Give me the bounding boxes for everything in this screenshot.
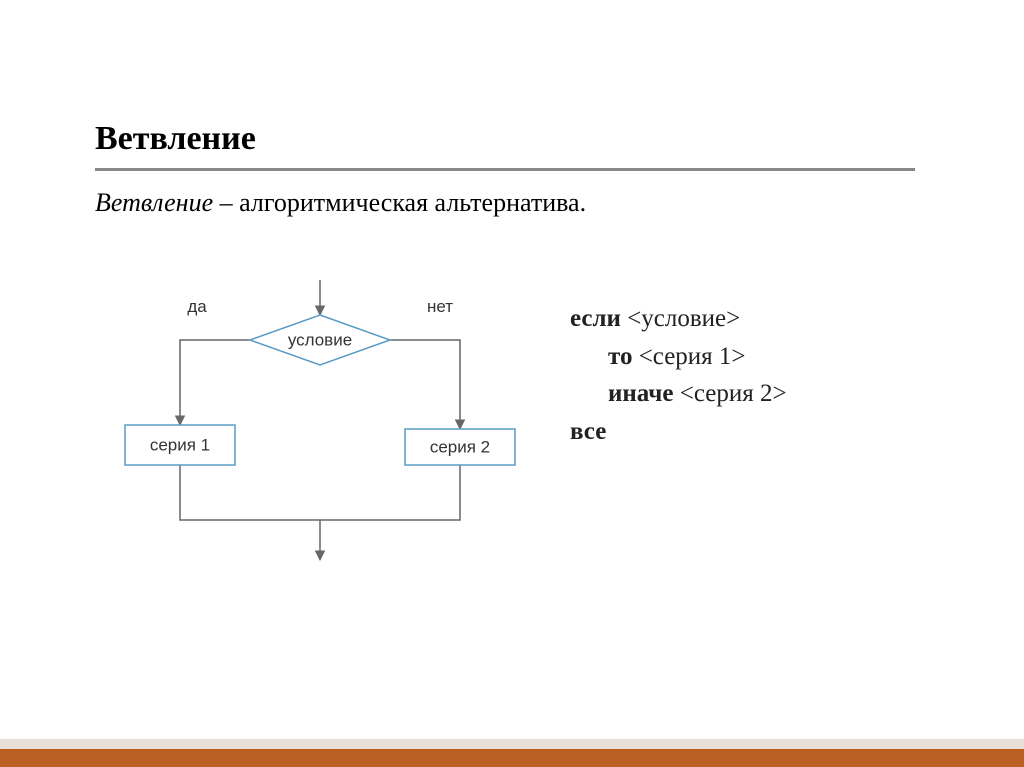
page-title: Ветвление	[95, 120, 256, 158]
definition-text: Ветвление – алгоритмическая альтернатива…	[95, 188, 586, 218]
flow-branch-label: нет	[427, 297, 453, 316]
pseudocode-line: то <серия 1>	[570, 338, 787, 376]
pseudocode-text: <условие>	[621, 305, 740, 332]
pseudocode-line: если <условие>	[570, 300, 787, 338]
definition-rest: – алгоритмическая альтернатива.	[213, 188, 586, 217]
pseudocode-line: все	[570, 413, 787, 451]
flow-edge	[390, 340, 460, 429]
definition-term: Ветвление	[95, 188, 213, 217]
flow-node-label: серия 2	[430, 438, 490, 457]
pseudocode-text: <серия 2>	[674, 380, 787, 407]
bottom-bar-light	[0, 739, 1024, 749]
title-underline	[95, 168, 915, 171]
flow-node-label: серия 1	[150, 436, 210, 455]
pseudocode-keyword: иначе	[608, 380, 674, 407]
pseudocode-keyword: то	[608, 343, 632, 370]
pseudocode-line: иначе <серия 2>	[570, 375, 787, 413]
flow-edge	[180, 340, 250, 425]
flow-edge	[180, 465, 460, 520]
pseudocode-block: если <условие>то <серия 1>иначе <серия 2…	[570, 300, 787, 450]
pseudocode-keyword: если	[570, 305, 621, 332]
flowchart-diagram: условие серия 1 серия 2 да нет	[105, 270, 535, 570]
pseudocode-keyword: все	[570, 418, 606, 445]
slide: Ветвление Ветвление – алгоритмическая ал…	[0, 0, 1024, 767]
pseudocode-text: <серия 1>	[632, 343, 745, 370]
flow-branch-label: да	[187, 297, 207, 316]
flow-node-label: условие	[288, 331, 352, 350]
bottom-bar	[0, 749, 1024, 767]
